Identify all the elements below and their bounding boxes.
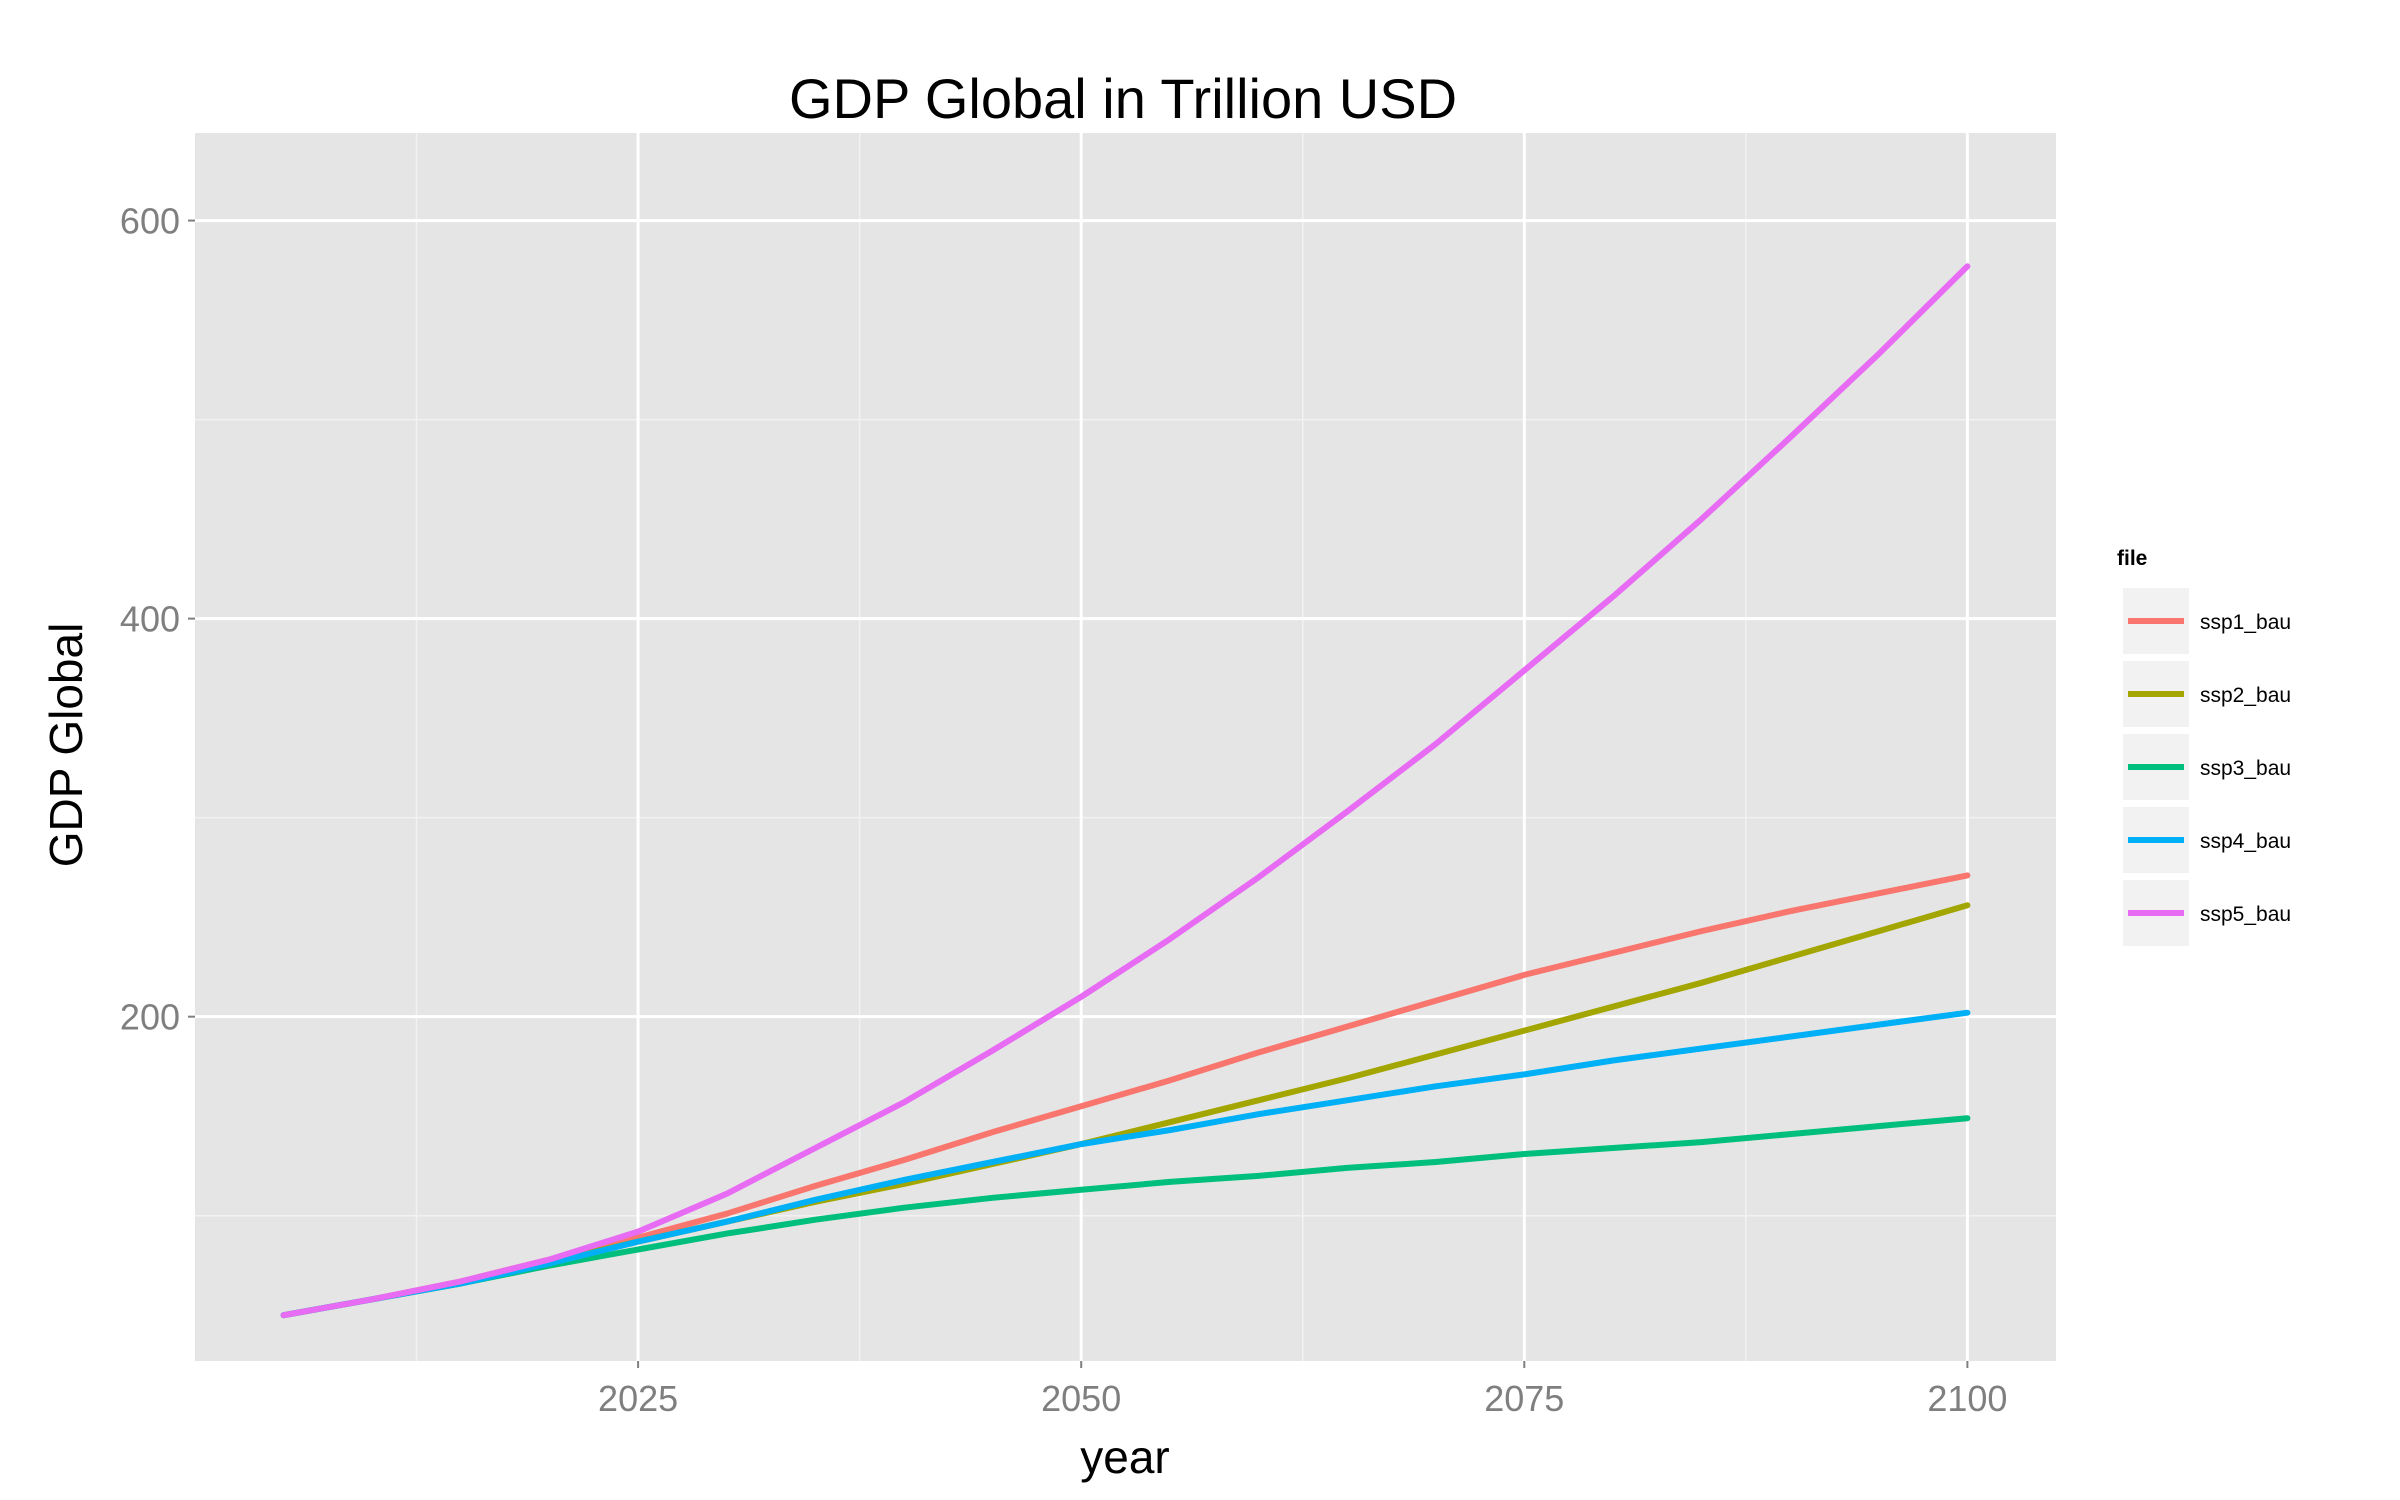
legend-item-ssp5_bau: ssp5_bau xyxy=(2121,878,2291,948)
chart-title: GDP Global in Trillion USD xyxy=(789,67,1457,130)
x-tick-labels: 2025 2050 2075 2100 xyxy=(598,1378,2007,1419)
x-axis-title: year xyxy=(1080,1431,1169,1483)
y-tick-label: 600 xyxy=(120,201,180,242)
legend-title: file xyxy=(2117,547,2147,570)
legend-label: ssp2_bau xyxy=(2200,684,2291,707)
legend: file ssp1_baussp2_baussp3_baussp4_baussp… xyxy=(2117,547,2291,948)
minor-gridlines xyxy=(195,133,2056,1361)
y-tick-label: 200 xyxy=(120,997,180,1038)
x-tick-label: 2025 xyxy=(598,1378,678,1419)
legend-label: ssp3_bau xyxy=(2200,757,2291,780)
legend-items: ssp1_bau ssp2_bau ssp3_bau ssp4_bau ssp5_bau xyxy=(2121,586,2291,948)
legend-item-ssp3_bau: ssp3_bau xyxy=(2121,732,2291,802)
y-tick-label: 400 xyxy=(120,599,180,640)
series-line-ssp4_bau xyxy=(280,1009,1971,1319)
plot-panel xyxy=(195,133,2056,1361)
x-tick-label: 2100 xyxy=(1927,1378,2007,1419)
legend-label: ssp5_bau xyxy=(2200,903,2291,926)
x-tick-label: 2075 xyxy=(1484,1378,1564,1419)
legend-label: ssp1_bau xyxy=(2200,611,2291,634)
y-tick-labels: 200 400 600 xyxy=(120,201,180,1038)
series-lines xyxy=(280,263,1971,1319)
series-line-ssp5_bau xyxy=(280,263,1971,1319)
tick-marks xyxy=(188,219,1969,1368)
legend-item-ssp4_bau: ssp4_bau xyxy=(2121,805,2291,875)
x-tick-label: 2050 xyxy=(1041,1378,1121,1419)
y-axis-title: GDP Global xyxy=(40,623,92,868)
legend-label: ssp4_bau xyxy=(2200,830,2291,853)
legend-item-ssp2_bau: ssp2_bau xyxy=(2121,659,2291,729)
legend-item-ssp1_bau: ssp1_bau xyxy=(2121,586,2291,656)
